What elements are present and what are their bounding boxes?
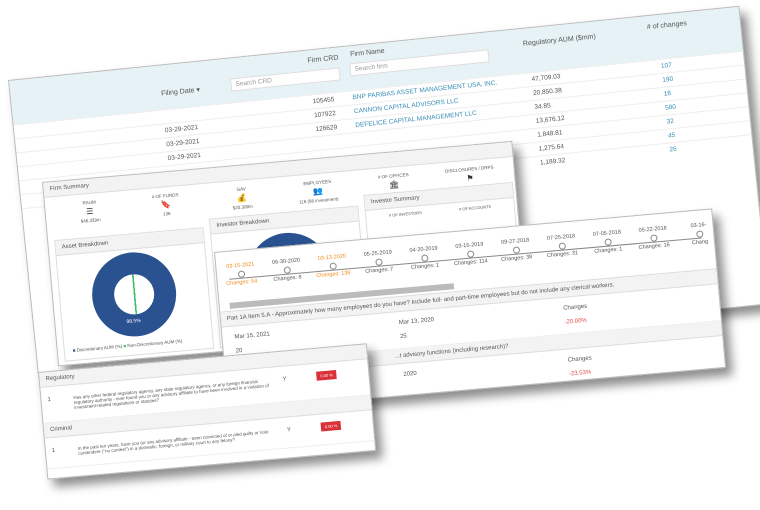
timeline-node[interactable]: 03-13-2020 Changes: 139: [316, 253, 351, 280]
percent-badge: 0.00 %: [320, 420, 342, 432]
cell-aum: 34.85: [534, 102, 552, 111]
cell-date: 03-29-2021: [166, 137, 200, 149]
cell-changes[interactable]: 580: [664, 103, 677, 112]
layers-icon: ☰: [85, 206, 94, 217]
timeline-node[interactable]: 09-27-2018 Changes: 38: [500, 237, 533, 263]
cell-date: 03-29-2021: [167, 151, 202, 163]
timeline-dot-icon: [420, 254, 429, 262]
timeline-dot-icon: [328, 262, 337, 271]
timeline-dot-icon: [558, 242, 566, 250]
col-aum: Regulatory AUM ($mm): [522, 33, 597, 48]
cell-changes[interactable]: 18: [663, 90, 672, 98]
stat-item: EMPLOYEES 👥 116 (88 investment): [282, 177, 354, 206]
timeline-node[interactable]: 04-20-2019 Changes: 1: [409, 245, 440, 271]
timeline-node[interactable]: 06-30-2020 Changes: 8: [271, 257, 302, 283]
timeline-node[interactable]: 05-25-2019 Changes: 7: [363, 249, 394, 275]
cell-changes[interactable]: 45: [667, 131, 676, 140]
timeline-dot-icon: [695, 230, 704, 238]
timeline-node[interactable]: 07-05-2018 Changes: 1: [592, 229, 623, 255]
timeline-node[interactable]: 03-15-2021 Changes: 54: [225, 261, 258, 288]
stat-item: GAV 💰 $20,308m: [206, 184, 278, 213]
search-crd-input[interactable]: Search CRD: [229, 67, 341, 92]
col-filing-date[interactable]: Filing Date ▾: [160, 86, 201, 98]
donut-label: 98.5%: [126, 317, 141, 326]
money-bag-icon: 💰: [236, 193, 248, 204]
timeline-node[interactable]: 03-15-2019 Changes: 114: [453, 241, 489, 268]
stat-item: RAUM ☰ $46,339m: [54, 197, 126, 226]
cell-crd: 107922: [313, 110, 337, 120]
cell-date: 03-29-2021: [164, 124, 199, 135]
timeline-dot-icon: [512, 246, 520, 254]
cell-changes[interactable]: 190: [662, 75, 674, 84]
col-firm-name: Firm Name: [349, 47, 386, 59]
cell-aum: 1,189.32: [539, 157, 566, 167]
users-icon: 👥: [312, 186, 324, 197]
cell-changes[interactable]: 32: [666, 117, 675, 126]
timeline-dot-icon: [649, 234, 658, 242]
timeline-dot-icon: [466, 250, 474, 258]
cell-aum: 1,848.81: [536, 129, 563, 139]
cell-crd: 126629: [315, 123, 338, 134]
caret-down-icon: ▾: [196, 86, 201, 94]
timeline-dot-icon: [603, 238, 612, 246]
timeline-dot-icon: [237, 270, 245, 279]
asset-breakdown-card: Asset Breakdown 98.5% ■ Discretionary AU…: [54, 227, 215, 362]
timeline-node[interactable]: 07-25-2018 Changes: 31: [546, 233, 579, 259]
percent-badge: 0.00 %: [316, 369, 338, 381]
bookmark-icon: 🔖: [160, 199, 172, 210]
cell-aum: 13,676.12: [535, 114, 566, 125]
cell-changes[interactable]: 107: [660, 61, 673, 70]
cell-aum: 1,275.64: [538, 143, 565, 153]
stat-item: # OF FUNDS 🔖 136: [130, 190, 202, 219]
cell-aum: 20,850.38: [532, 87, 563, 97]
chart-legend: ■ Discretionary AUM (%) ■ Non-Discretion…: [72, 338, 183, 353]
cell-changes[interactable]: 26: [669, 145, 678, 154]
cell-crd: 105455: [312, 96, 335, 106]
timeline-dot-icon: [374, 258, 383, 266]
asset-donut-chart: [88, 248, 180, 340]
col-changes: # of changes: [646, 20, 688, 32]
timeline-node[interactable]: 05-22-2018 Changes: 16: [638, 225, 671, 251]
timeline-dot-icon: [283, 266, 291, 275]
cell-aum: 47,709.03: [531, 73, 561, 84]
